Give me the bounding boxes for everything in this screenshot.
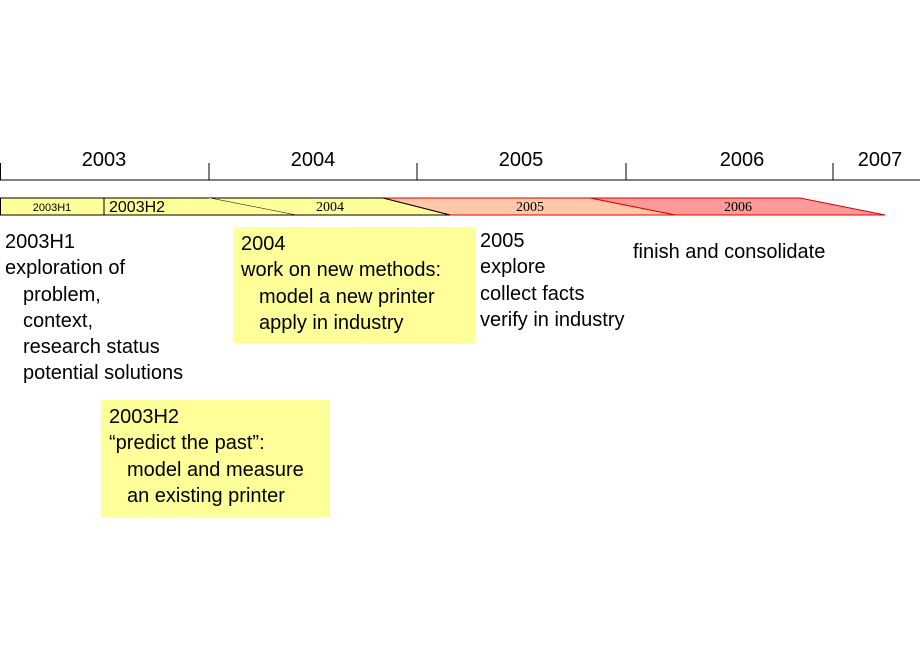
note-line: collect facts — [480, 282, 585, 305]
note-line: context, — [23, 309, 94, 332]
year-label: 2005 — [499, 149, 544, 171]
note-2003h1: 2003H1 exploration of problem, context, … — [5, 229, 183, 387]
axis-ticks — [0, 163, 834, 180]
year-label: 2004 — [291, 149, 336, 171]
note-2005: 2005 explore collect facts verify in ind… — [480, 228, 625, 333]
note-line: 2003H2 — [109, 406, 180, 428]
note-line: research status — [23, 336, 160, 359]
note-line: explore — [480, 256, 546, 279]
phase-label: 2003H1 — [33, 202, 72, 214]
phase-label: 2003H2 — [109, 199, 165, 216]
note-line: verify in industry — [480, 308, 625, 331]
year-label: 2007 — [858, 149, 903, 171]
note-line: an existing printer — [127, 484, 285, 507]
note-line: model a new printer — [259, 285, 435, 308]
note-line: 2004 — [241, 233, 286, 255]
note-line: 2003H1 — [5, 231, 76, 253]
note-line: work on new methods: — [241, 259, 442, 282]
note-2006: finish and consolidate — [633, 239, 825, 265]
phase-2003h2 — [104, 198, 295, 215]
note-line: finish and consolidate — [633, 241, 826, 263]
phase-label: 2004 — [316, 200, 344, 215]
note-line: model and measure — [127, 458, 304, 481]
note-2003h2: 2003H2 “predict the past”: model and mea… — [101, 400, 330, 517]
year-labels: 2003 2004 2005 2006 2007 — [82, 149, 903, 171]
note-line: apply in industry — [259, 311, 404, 334]
phase-2003h1 — [0, 197, 105, 216]
note-line: 2005 — [480, 230, 525, 252]
year-label: 2003 — [82, 149, 127, 171]
phase-label: 2006 — [724, 200, 752, 215]
note-line: potential solutions — [23, 362, 184, 385]
phase-2004 — [208, 197, 451, 216]
note-line: exploration of — [5, 257, 126, 280]
year-label: 2006 — [720, 149, 765, 171]
note-line: problem, — [23, 283, 101, 306]
phase-label: 2005 — [516, 200, 544, 215]
note-2004: 2004 work on new methods: model a new pr… — [233, 227, 476, 343]
note-line: “predict the past”: — [109, 432, 265, 455]
